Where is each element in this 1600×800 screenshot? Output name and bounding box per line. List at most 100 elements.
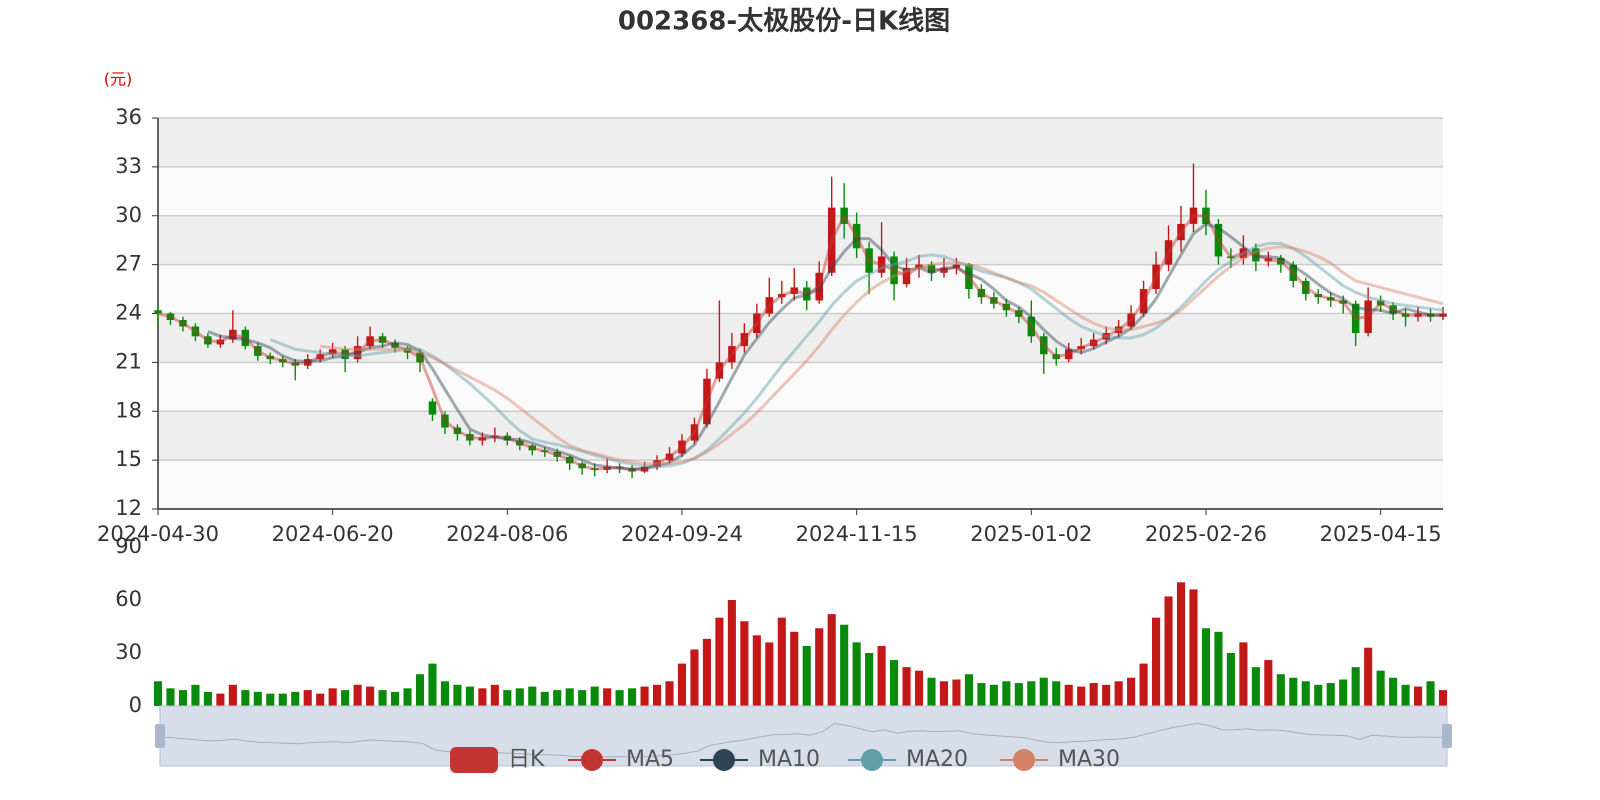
candle-body xyxy=(603,466,611,470)
chart-title: 002368-太极股份-日K线图 xyxy=(618,7,950,37)
y-tick-label: 33 xyxy=(115,154,142,178)
candle-body xyxy=(166,313,175,321)
candle-body xyxy=(1214,223,1223,257)
y-tick-label: 30 xyxy=(115,203,142,227)
candle-body xyxy=(1114,326,1123,334)
split-area xyxy=(158,460,1443,509)
volume-bar xyxy=(852,642,861,706)
volume-bar xyxy=(528,686,537,706)
split-area xyxy=(158,362,1443,412)
candle-body xyxy=(466,434,474,441)
y-axis-label: (元) xyxy=(104,70,133,89)
candle-body xyxy=(279,359,287,363)
volume-bar xyxy=(216,693,225,706)
volume-bar xyxy=(490,684,499,706)
candle-body xyxy=(416,352,424,363)
candle-body xyxy=(478,437,487,441)
candle-body xyxy=(915,264,923,268)
candle-body xyxy=(765,297,774,314)
ma-line xyxy=(320,245,1444,465)
candle-body xyxy=(191,326,200,337)
candle-body xyxy=(441,414,449,428)
candle-body xyxy=(316,354,324,360)
candle-body xyxy=(254,346,262,356)
candle-body xyxy=(1277,258,1285,265)
volume-bar xyxy=(328,688,337,706)
volume-bar xyxy=(1139,663,1148,706)
split-area xyxy=(158,118,1443,167)
zoom-slider xyxy=(159,705,1448,767)
volume-bar xyxy=(440,681,449,706)
volume-bar xyxy=(1264,660,1273,706)
candle-body xyxy=(1351,303,1360,334)
volume-bar xyxy=(353,684,362,706)
candle-body xyxy=(403,347,412,353)
candle-body xyxy=(590,468,599,470)
y-tick-label: 15 xyxy=(115,447,142,471)
volume-bar xyxy=(865,653,874,706)
volume-bar xyxy=(1014,683,1023,706)
candle-body xyxy=(740,333,749,347)
volume-bar xyxy=(1102,684,1111,706)
volume-bar xyxy=(827,614,836,706)
candle-body xyxy=(428,401,437,415)
volume-bar xyxy=(1251,667,1260,706)
candle-body xyxy=(1239,248,1248,259)
volume-bar xyxy=(727,600,736,706)
candle-body xyxy=(378,336,387,343)
candle-body xyxy=(890,256,898,285)
volume-bar xyxy=(1276,674,1285,706)
volume-bar xyxy=(403,688,412,706)
candle-body xyxy=(615,466,624,469)
candle-body xyxy=(1227,256,1235,259)
volume-bar xyxy=(765,642,774,706)
volume-bar xyxy=(740,621,749,706)
ma-line xyxy=(207,222,1443,471)
candle-body xyxy=(1139,289,1148,314)
candle-body xyxy=(1102,333,1110,340)
legend-label: MA5 xyxy=(626,747,674,772)
volume-bar xyxy=(890,660,899,706)
candle-body xyxy=(229,329,237,340)
volume-bar xyxy=(677,663,687,706)
volume-bar xyxy=(902,667,911,706)
volume-bar xyxy=(1351,667,1360,706)
candle-body xyxy=(1389,305,1397,314)
volume-bar xyxy=(390,691,400,706)
volume-bar xyxy=(1401,684,1410,706)
candle-body xyxy=(216,339,225,345)
volume-bar xyxy=(291,691,300,706)
candle-body xyxy=(927,264,936,273)
candle-body xyxy=(827,207,836,273)
volume-bar xyxy=(927,677,936,706)
zoom-handle xyxy=(155,724,165,748)
volume-bar xyxy=(690,649,699,706)
volume-tick-label: 60 xyxy=(115,587,142,611)
volume-bar xyxy=(341,690,350,706)
candle-body xyxy=(1252,248,1260,262)
candle-body xyxy=(1339,300,1347,304)
volume-bar xyxy=(366,686,375,706)
candle-body xyxy=(341,349,349,360)
volume-bar xyxy=(702,638,711,706)
volume-tick-label: 30 xyxy=(115,640,142,664)
legend-label: MA10 xyxy=(758,747,820,772)
candle-body xyxy=(1027,316,1036,337)
candle-body xyxy=(1289,264,1298,281)
candle-body xyxy=(1414,313,1422,317)
candle-body xyxy=(690,424,699,441)
volume-bar xyxy=(952,679,961,706)
volume-bar xyxy=(378,690,387,706)
volume-bar xyxy=(590,686,599,706)
candle-body xyxy=(179,320,187,327)
split-area xyxy=(158,264,1443,314)
volume-bar xyxy=(203,691,212,706)
volume-bar xyxy=(241,690,250,706)
volume-bar xyxy=(1164,596,1173,706)
volume-bar xyxy=(939,681,949,706)
candle-body xyxy=(1152,264,1160,290)
y-tick-label: 21 xyxy=(115,349,142,373)
candle-body xyxy=(1077,346,1085,350)
volume-bar xyxy=(802,645,811,706)
